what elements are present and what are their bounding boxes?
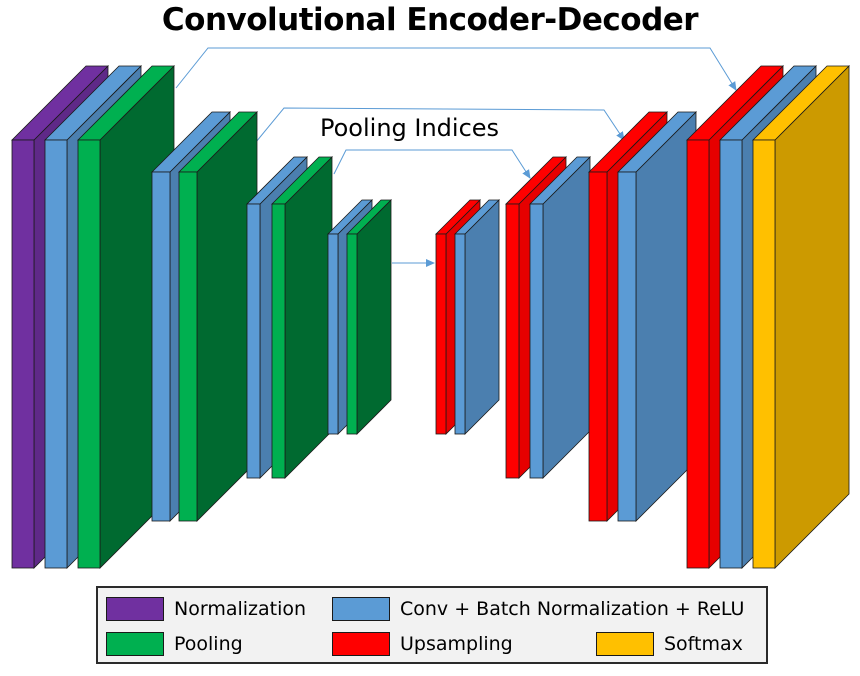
legend-swatch-normalization bbox=[106, 597, 164, 621]
legend-swatch-conv bbox=[332, 597, 390, 621]
legend-swatch-softmax bbox=[596, 632, 654, 656]
legend-label-normalization: Normalization bbox=[174, 598, 307, 620]
legend-item-normalization: Normalization bbox=[106, 594, 306, 624]
legend-label-softmax: Softmax bbox=[664, 633, 743, 655]
pooling-indices-arrow-1 bbox=[175, 47, 737, 91]
legend-label-upsampling: Upsampling bbox=[400, 633, 513, 655]
pooling-indices-arrow-2 bbox=[255, 107, 625, 143]
pooling-indices-arrow-3 bbox=[333, 149, 531, 179]
legend-item-softmax: Softmax bbox=[596, 629, 743, 659]
legend-label-conv: Conv + Batch Normalization + ReLU bbox=[400, 598, 745, 620]
legend-item-pooling: Pooling bbox=[106, 629, 243, 659]
decoder-stage-1-conv-layer bbox=[454, 199, 500, 435]
decoder-stage-3-conv-layer bbox=[617, 111, 697, 522]
decoder-stage-2-conv-layer bbox=[529, 156, 591, 479]
legend-item-upsampling: Upsampling bbox=[332, 629, 513, 659]
legend-swatch-upsampling bbox=[332, 632, 390, 656]
pooling-indices-label: Pooling Indices bbox=[320, 114, 500, 142]
diagram-title: Convolutional Encoder-Decoder bbox=[161, 2, 699, 38]
encoder-stage-2-pooling-layer bbox=[178, 111, 258, 522]
encoder-stage-4-pooling-layer bbox=[346, 199, 392, 435]
legend-swatch-pooling bbox=[106, 632, 164, 656]
encoder-stage-3-pooling-layer bbox=[271, 156, 333, 479]
legend: Normalization Conv + Batch Normalization… bbox=[96, 586, 768, 664]
decoder-stage-4-softmax-layer bbox=[752, 65, 850, 569]
legend-item-conv: Conv + Batch Normalization + ReLU bbox=[332, 594, 744, 624]
legend-label-pooling: Pooling bbox=[174, 633, 243, 655]
